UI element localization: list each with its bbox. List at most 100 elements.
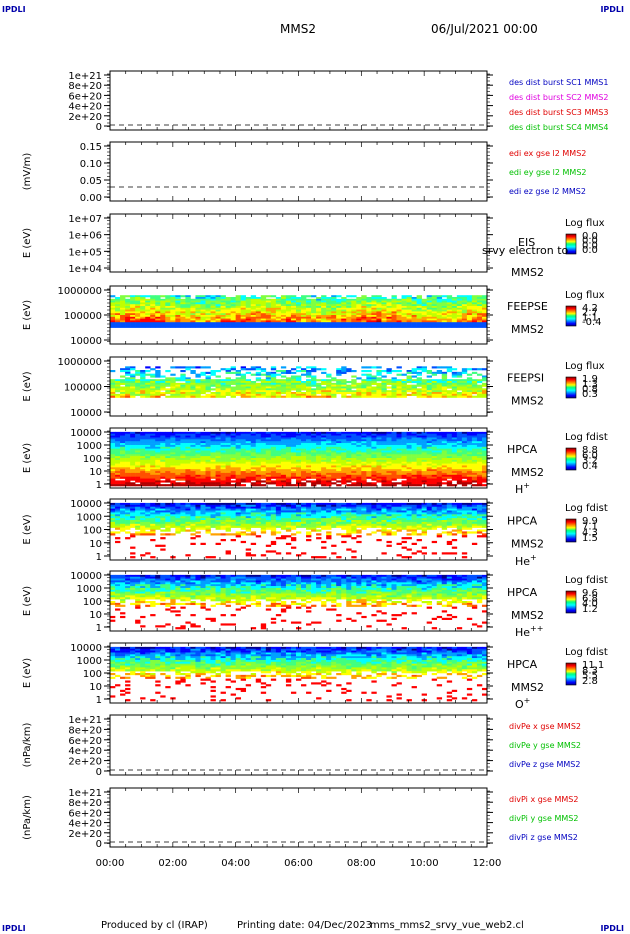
heatmap-cell xyxy=(180,478,186,481)
heatmap-cell xyxy=(225,298,231,301)
heatmap-cell xyxy=(326,325,332,328)
heatmap-cell xyxy=(311,307,317,310)
heatmap-cell xyxy=(396,471,402,474)
heatmap-cell xyxy=(285,446,292,449)
heatmap-cell xyxy=(446,435,453,438)
heatmap-cell xyxy=(391,306,397,309)
heatmap-cell xyxy=(280,465,287,468)
heatmap-cell xyxy=(200,467,206,470)
heatmap-cell xyxy=(255,325,262,328)
heatmap-cell xyxy=(180,313,186,316)
heatmap-cell xyxy=(401,439,407,442)
heatmap-cell xyxy=(165,480,171,483)
heatmap-cell xyxy=(125,431,131,435)
heatmap-cell xyxy=(290,295,297,298)
heatmap-cell xyxy=(351,446,357,449)
heatmap-cell xyxy=(130,393,136,396)
heatmap-cell xyxy=(466,439,473,442)
heatmap-cell xyxy=(110,482,116,485)
heatmap-cell xyxy=(170,461,176,464)
heatmap-cell xyxy=(145,461,151,464)
heatmap-cell xyxy=(120,452,126,455)
heatmap-cell xyxy=(135,431,141,435)
heatmap-cell xyxy=(250,300,257,303)
heatmap-cell xyxy=(316,324,322,327)
heatmap-cell xyxy=(235,469,241,472)
heatmap-cell xyxy=(275,478,282,481)
heatmap-cell xyxy=(411,452,417,455)
heatmap-cell xyxy=(441,433,448,436)
heatmap-cell xyxy=(301,459,307,463)
heatmap-cell xyxy=(376,382,382,385)
heatmap-cell xyxy=(290,484,297,487)
heatmap-cell xyxy=(371,324,377,327)
heatmap-cell xyxy=(376,395,382,398)
heatmap-cell xyxy=(361,454,367,457)
heatmap-cell xyxy=(170,463,176,466)
heatmap-cell xyxy=(215,315,221,318)
heatmap-cell xyxy=(471,318,478,321)
heatmap-cell xyxy=(220,368,226,371)
heatmap-cell xyxy=(366,375,372,378)
heatmap-cell xyxy=(245,309,252,312)
heatmap-cell xyxy=(110,379,116,382)
heatmap-cell xyxy=(145,484,151,487)
heatmap-cell xyxy=(381,307,387,310)
heatmap-cell xyxy=(356,311,362,314)
colorbar-tick-label: 1.1 xyxy=(582,312,598,323)
heatmap-cell xyxy=(200,300,206,303)
heatmap-cell xyxy=(260,461,267,464)
heatmap-cell xyxy=(235,315,241,318)
heatmap-cell xyxy=(140,472,146,476)
heatmap-cell xyxy=(376,467,382,470)
heatmap-cell xyxy=(471,306,478,309)
heatmap-cell xyxy=(356,313,362,316)
heatmap-cell xyxy=(280,392,287,395)
heatmap-cell xyxy=(175,307,181,310)
heatmap-cell xyxy=(406,437,412,440)
heatmap-cell xyxy=(265,371,272,374)
heatmap-cell xyxy=(135,302,141,305)
heatmap-cell xyxy=(290,454,297,457)
heatmap-cell xyxy=(215,458,221,461)
heatmap-cell xyxy=(321,437,327,440)
heatmap-cell xyxy=(245,478,252,481)
heatmap-cell xyxy=(165,474,171,477)
heatmap-cell xyxy=(240,484,247,487)
heatmap-cell xyxy=(165,295,171,298)
heatmap-cell xyxy=(426,458,433,461)
heatmap-cell xyxy=(451,304,458,307)
heatmap-cell xyxy=(260,373,267,376)
heatmap-cell xyxy=(461,465,468,468)
heatmap-cell xyxy=(115,439,121,442)
heatmap-cell xyxy=(461,388,468,391)
heatmap-cell xyxy=(381,298,387,301)
heatmap-cell xyxy=(235,478,241,481)
heatmap-cell xyxy=(371,386,377,389)
heatmap-cell xyxy=(381,315,387,318)
heatmap-cell xyxy=(235,311,241,314)
heatmap-cell xyxy=(295,322,302,325)
heatmap-cell xyxy=(130,381,136,384)
heatmap-cell xyxy=(376,315,382,318)
heatmap-cell xyxy=(265,472,272,476)
heatmap-cell xyxy=(326,318,332,321)
heatmap-cell xyxy=(225,433,231,436)
heatmap-cell xyxy=(240,302,247,305)
heatmap-cell xyxy=(456,306,463,309)
heatmap-cell xyxy=(366,307,372,310)
heatmap-cell xyxy=(391,482,397,485)
heatmap-cell xyxy=(180,476,186,479)
heatmap-cell xyxy=(265,315,272,318)
heatmap-cell xyxy=(260,480,267,483)
heatmap-cell xyxy=(376,392,382,395)
heatmap-cell xyxy=(175,478,181,481)
heatmap-cell xyxy=(391,393,397,396)
heatmap-cell xyxy=(481,484,488,487)
heatmap-cell xyxy=(195,452,201,455)
heatmap-cell xyxy=(421,320,427,323)
heatmap-cell xyxy=(381,484,387,487)
heatmap-cell xyxy=(451,448,458,451)
heatmap-cell xyxy=(311,377,317,380)
heatmap-cell xyxy=(235,386,241,389)
